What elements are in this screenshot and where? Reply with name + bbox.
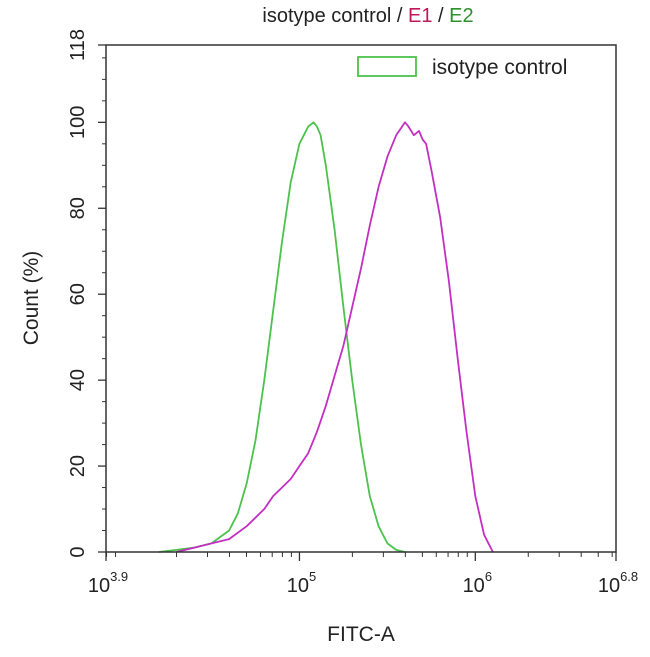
x-tick-base: 10 bbox=[463, 575, 485, 597]
y-tick-label: 100 bbox=[67, 106, 89, 139]
series-group bbox=[158, 121, 494, 553]
chart-title: isotype control / E1 / E2 bbox=[262, 5, 473, 27]
x-tick-exponent: 6 bbox=[485, 569, 492, 584]
y-tick-label: 20 bbox=[67, 455, 89, 477]
x-tick-base: 10 bbox=[287, 575, 309, 597]
title-part-0: isotype control bbox=[262, 5, 391, 27]
series-line-sample bbox=[176, 121, 494, 553]
x-tick-exponent: 3.9 bbox=[110, 569, 128, 584]
x-tick-exponent: 6.8 bbox=[620, 569, 638, 584]
y-tick-label: 40 bbox=[67, 369, 89, 391]
title-part-3: / bbox=[432, 5, 449, 27]
y-ticks: 0 20 40 60 80 100 118 bbox=[67, 29, 106, 558]
x-tick-base: 10 bbox=[598, 575, 620, 597]
x-tick-base: 10 bbox=[88, 575, 110, 597]
x-tick-label: 103.9 bbox=[88, 569, 128, 597]
x-tick-label: 105 bbox=[287, 569, 316, 597]
legend-label: isotype control bbox=[432, 56, 567, 79]
title-part-4: E2 bbox=[449, 5, 473, 27]
y-tick-label: 0 bbox=[67, 546, 89, 557]
title-part-2: E1 bbox=[408, 5, 432, 27]
y-tick-label: 118 bbox=[67, 29, 89, 61]
plot-frame bbox=[105, 44, 617, 553]
y-axis-label-group: Count (%) bbox=[20, 251, 43, 346]
x-tick-exponent: 5 bbox=[309, 569, 316, 584]
series-line-isotype-control bbox=[158, 121, 406, 553]
x-tick-label: 106 bbox=[463, 569, 492, 597]
y-tick-label: 80 bbox=[67, 197, 89, 219]
title-part-1: / bbox=[391, 5, 408, 27]
x-axis-label: FITC-A bbox=[327, 623, 395, 646]
x-ticks: 103.9 105 106 106.8 bbox=[88, 552, 638, 597]
legend: isotype control bbox=[357, 56, 567, 79]
y-tick-label: 60 bbox=[67, 283, 89, 305]
x-tick-label: 106.8 bbox=[598, 569, 638, 597]
y-axis-label: Count (%) bbox=[20, 251, 43, 346]
legend-swatch bbox=[357, 56, 417, 77]
